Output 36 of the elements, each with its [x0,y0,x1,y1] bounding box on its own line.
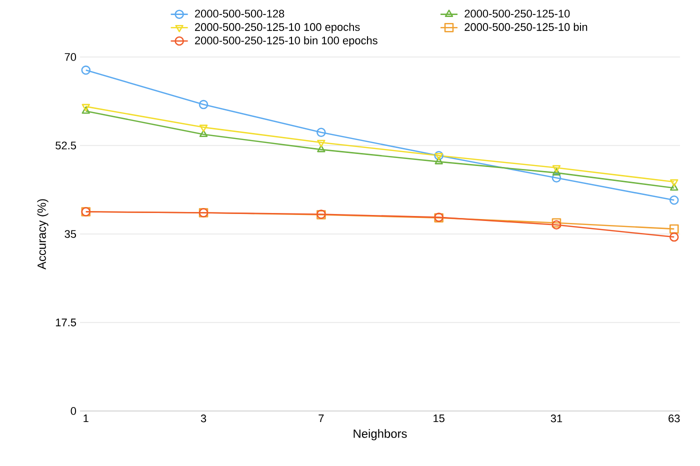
legend-label: 2000-500-250-125-10 100 epochs [195,22,360,34]
point [670,179,678,187]
point [81,66,91,75]
point [199,130,208,138]
x-axis-title: Neighbors [354,429,407,440]
point [82,104,90,112]
point [552,173,562,183]
legend-label: 2000-500-500-128 [195,10,284,18]
legend-label: 2000-500-250-125-10 [464,10,570,18]
point [669,224,679,234]
x-tick-label: 7 [318,414,324,422]
y-tick-label: 35 [64,230,76,238]
y-tick-label: 0 [70,407,76,415]
point [198,100,208,110]
point [317,144,326,152]
point [669,232,679,242]
point [82,106,90,114]
point [552,168,561,176]
x-tick-label: 15 [434,414,444,422]
y-tick-label: 70 [64,53,76,61]
point [670,183,678,191]
point [669,195,679,205]
x-tick-label: 1 [84,414,88,422]
legend-label: 2000-500-250-125-10 bin [464,22,588,31]
point [317,140,326,148]
y-tick-label: 52.5 [56,142,76,150]
x-tick-label: 3 [200,414,206,422]
legend-label: 2000-500-250-125-10 bin 100 epochs [195,36,378,47]
y-axis-title: Accuracy (%) [37,199,48,270]
point [552,165,561,172]
x-tick-label: 31 [550,414,562,422]
y-tick-label: 17.5 [56,318,76,326]
point [316,128,326,137]
point [434,157,443,164]
point [199,124,208,132]
x-tick-label: 63 [668,414,680,422]
